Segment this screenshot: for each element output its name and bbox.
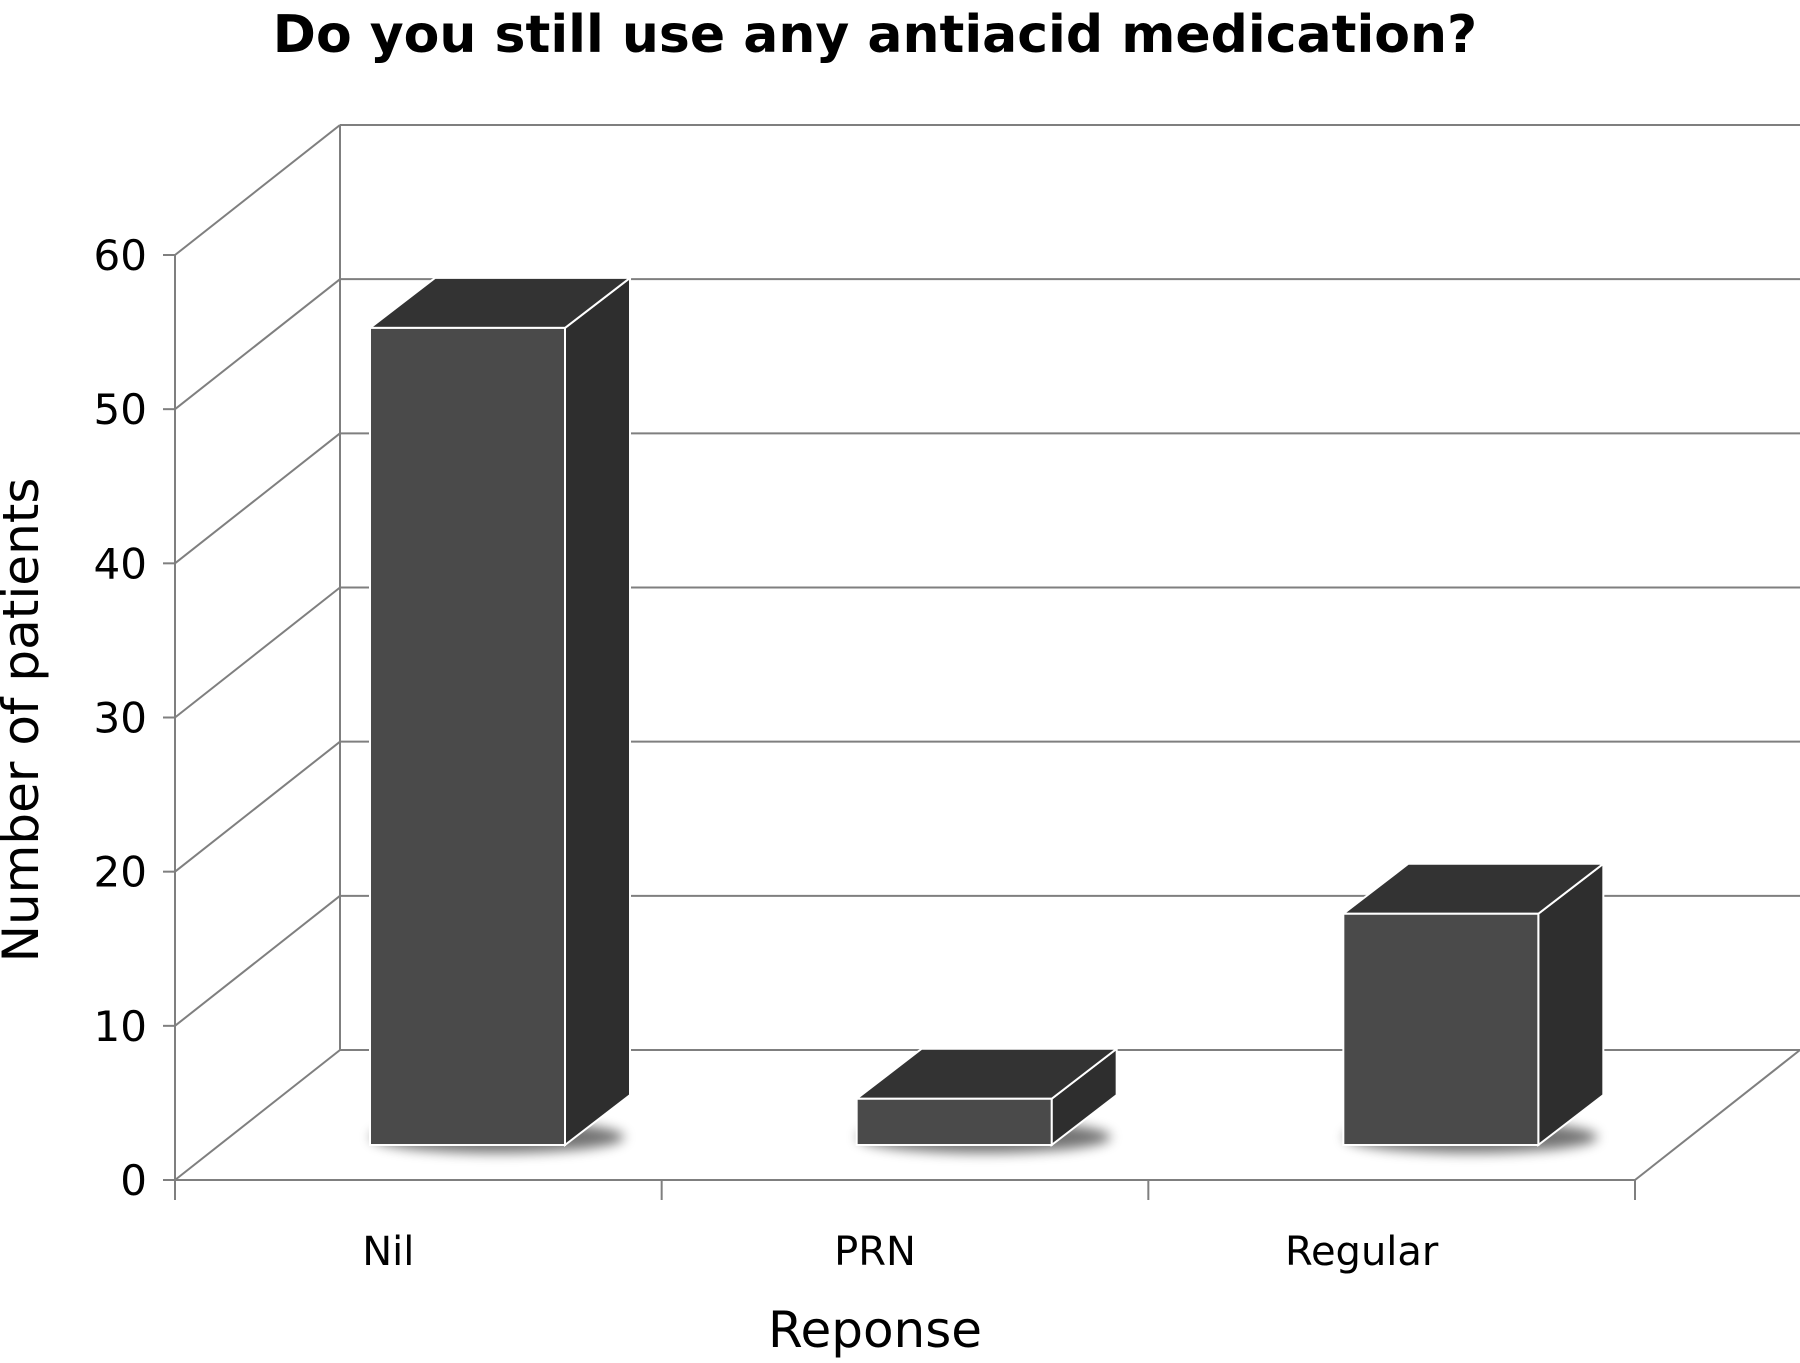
floor-right-edge: [1634, 1049, 1800, 1181]
chart-title: Do you still use any antiacid medication…: [273, 5, 1477, 65]
side-gridline: [174, 740, 341, 873]
y-tick-label: 50: [94, 385, 147, 434]
bars: [367, 275, 1607, 1153]
bar: [1340, 861, 1607, 1153]
y-axis-ticks: 0 10 20 30 40 50 60: [94, 231, 175, 1205]
y-axis-title: Number of patients: [0, 478, 50, 963]
y-tick-label: 0: [120, 1156, 147, 1205]
bar-front: [369, 326, 566, 1146]
x-tick-label: PRN: [834, 1229, 916, 1275]
x-axis: [174, 1180, 1636, 1200]
side-gridline: [174, 124, 341, 256]
bar-side: [564, 275, 631, 1148]
side-gridline: [174, 432, 341, 565]
side-gridline: [174, 586, 341, 719]
x-axis-labels: Nil PRN Regular: [362, 1229, 1439, 1275]
side-gridline: [174, 895, 341, 1027]
bar: [367, 275, 633, 1153]
x-tick-label: Regular: [1285, 1229, 1439, 1275]
side-gridline: [174, 278, 341, 410]
x-axis-title: Reponse: [768, 1301, 982, 1359]
y-tick-label: 10: [94, 1002, 147, 1051]
bar: [853, 1046, 1120, 1153]
bar-front: [1342, 912, 1540, 1146]
y-tick-label: 60: [94, 231, 147, 280]
x-tick-label: Nil: [362, 1229, 414, 1275]
side-gridline: [174, 1049, 341, 1181]
y-tick-label: 40: [94, 539, 147, 588]
bar-front: [855, 1097, 1053, 1146]
y-tick-label: 30: [94, 694, 147, 743]
y-tick-label: 20: [94, 848, 147, 897]
